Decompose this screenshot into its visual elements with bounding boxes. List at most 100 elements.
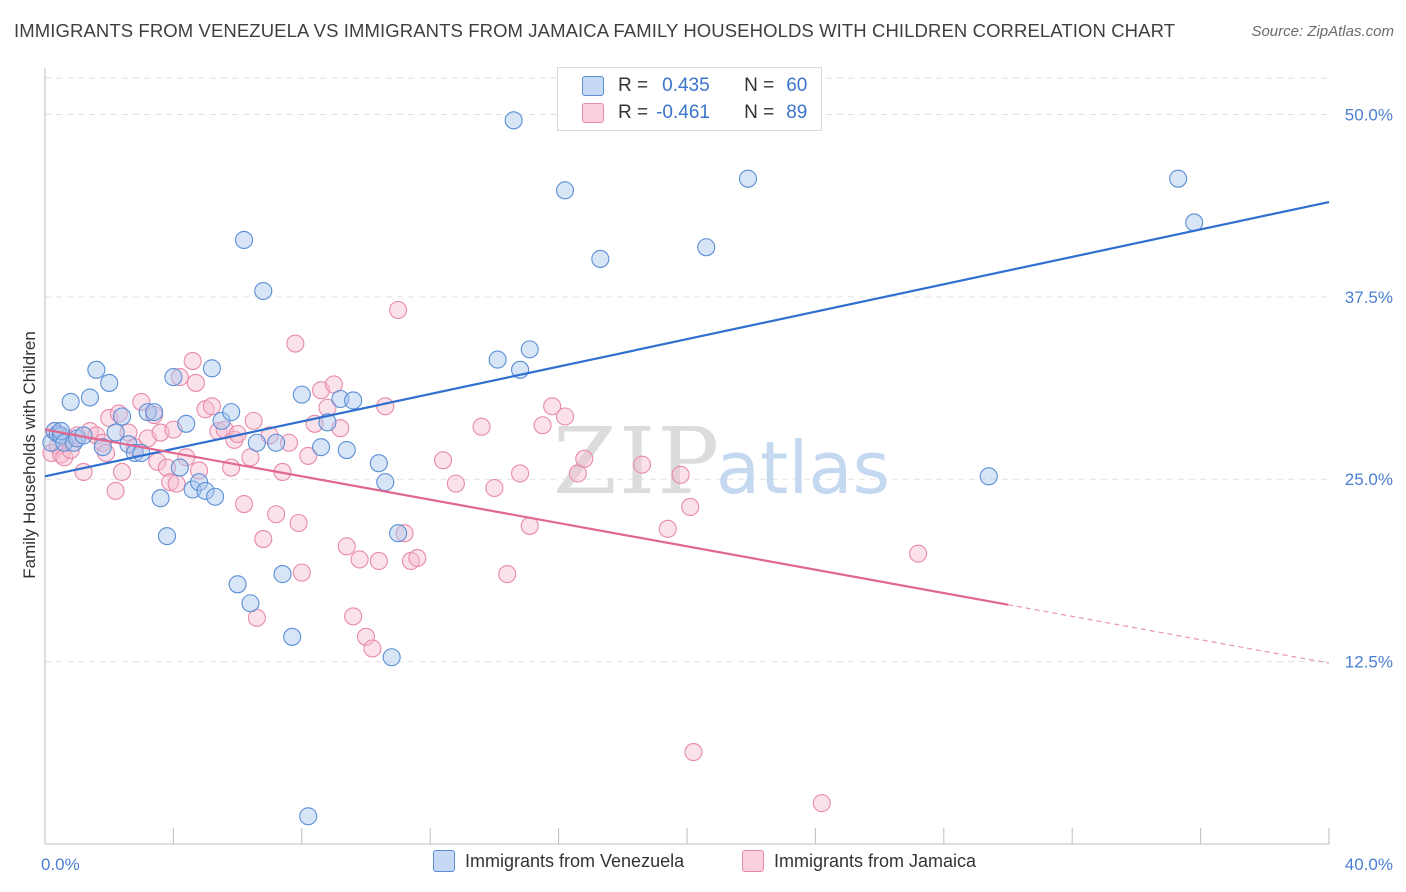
jamaica-point-58 xyxy=(338,538,355,555)
jamaica-point-42 xyxy=(245,412,262,429)
venezuela-r-value: 0.435 xyxy=(662,75,736,97)
venezuela-point-22 xyxy=(158,528,175,545)
jamaica-point-73 xyxy=(499,566,516,583)
y-tick-label-0: 12.5% xyxy=(1345,653,1393,672)
legend-item-jamaica[interactable]: Immigrants from Jamaica xyxy=(742,850,976,872)
venezuela-point-47 xyxy=(370,455,387,472)
venezuela-point-34 xyxy=(236,231,253,248)
jamaica-point-87 xyxy=(910,545,927,562)
venezuela-point-42 xyxy=(313,439,330,456)
venezuela-point-6 xyxy=(62,393,79,410)
venezuela-point-11 xyxy=(88,361,105,378)
venezuela-point-15 xyxy=(114,408,131,425)
venezuela-point-30 xyxy=(207,488,224,505)
jamaica-point-68 xyxy=(409,550,426,567)
venezuela-point-56 xyxy=(592,250,609,267)
venezuela-point-50 xyxy=(390,525,407,542)
x-tick-label-min: 0.0% xyxy=(41,855,80,874)
jamaica-point-27 xyxy=(168,475,185,492)
venezuela-point-41 xyxy=(293,386,310,403)
legend-item-venezuela[interactable]: Immigrants from Venezuela xyxy=(433,850,684,872)
y-tick-label-2: 37.5% xyxy=(1345,288,1393,307)
jamaica-point-71 xyxy=(473,418,490,435)
jamaica-point-83 xyxy=(672,466,689,483)
jamaica-r-label: R = xyxy=(618,102,648,124)
jamaica-legend-swatch xyxy=(742,850,764,872)
venezuela-n-value: 60 xyxy=(786,75,807,97)
jamaica-n-value: 89 xyxy=(786,102,807,124)
venezuela-point-25 xyxy=(178,415,195,432)
jamaica-point-70 xyxy=(447,475,464,492)
jamaica-point-86 xyxy=(813,795,830,812)
legend-row-jamaica: R = -0.461 N = 89 xyxy=(582,100,807,126)
jamaica-point-51 xyxy=(293,564,310,581)
legend-row-venezuela: R = 0.435 N = 60 xyxy=(582,73,807,99)
venezuela-point-54 xyxy=(521,341,538,358)
gridlines xyxy=(45,78,1329,662)
jamaica-point-64 xyxy=(377,398,394,415)
jamaica-point-40 xyxy=(236,496,253,513)
jamaica-point-60 xyxy=(351,551,368,568)
venezuela-point-21 xyxy=(152,490,169,507)
jamaica-point-16 xyxy=(114,463,131,480)
venezuela-point-59 xyxy=(980,468,997,485)
jamaica-point-49 xyxy=(287,335,304,352)
jamaica-trend-line-extension xyxy=(1008,605,1329,663)
jamaica-point-76 xyxy=(534,417,551,434)
venezuela-point-60 xyxy=(1170,170,1187,187)
venezuela-point-29 xyxy=(203,360,220,377)
venezuela-point-32 xyxy=(223,404,240,421)
jamaica-point-84 xyxy=(682,498,699,515)
x-tick-label-max: 40.0% xyxy=(1345,855,1393,874)
venezuela-point-13 xyxy=(101,374,118,391)
jamaica-point-74 xyxy=(512,465,529,482)
watermark-atlas: atlas xyxy=(716,426,890,510)
venezuela-legend-label: Immigrants from Venezuela xyxy=(465,851,684,872)
venezuela-point-55 xyxy=(557,182,574,199)
venezuela-point-24 xyxy=(171,459,188,476)
venezuela-r-label: R = xyxy=(618,75,648,97)
jamaica-legend-label: Immigrants from Jamaica xyxy=(774,851,976,872)
venezuela-n-label: N = xyxy=(744,75,774,97)
y-axis-title: Family Households with Children xyxy=(20,331,39,579)
venezuela-point-52 xyxy=(505,112,522,129)
jamaica-point-69 xyxy=(435,452,452,469)
venezuela-point-37 xyxy=(255,283,272,300)
jamaica-r-value: -0.461 xyxy=(656,102,736,124)
jamaica-point-80 xyxy=(576,450,593,467)
jamaica-point-63 xyxy=(370,552,387,569)
jamaica-point-75 xyxy=(521,517,538,534)
watermark: ZIP atlas xyxy=(553,408,890,515)
venezuela-point-48 xyxy=(377,474,394,491)
venezuela-point-20 xyxy=(146,404,163,421)
jamaica-point-31 xyxy=(187,374,204,391)
venezuela-point-46 xyxy=(345,392,362,409)
venezuela-point-57 xyxy=(698,239,715,256)
venezuela-point-38 xyxy=(268,434,285,451)
jamaica-swatch xyxy=(582,103,604,123)
venezuela-swatch xyxy=(582,76,604,96)
jamaica-point-78 xyxy=(557,408,574,425)
venezuela-point-62 xyxy=(300,808,317,825)
y-tick-label-3: 50.0% xyxy=(1345,105,1393,124)
jamaica-point-46 xyxy=(268,506,285,523)
venezuela-legend-swatch xyxy=(433,850,455,872)
venezuela-point-39 xyxy=(274,566,291,583)
jamaica-point-81 xyxy=(634,456,651,473)
jamaica-n-label: N = xyxy=(744,102,774,124)
venezuela-point-36 xyxy=(248,434,265,451)
venezuela-point-40 xyxy=(284,628,301,645)
y-tick-label-1: 25.0% xyxy=(1345,470,1393,489)
jamaica-point-72 xyxy=(486,479,503,496)
jamaica-point-44 xyxy=(255,531,272,548)
jamaica-point-34 xyxy=(203,398,220,415)
jamaica-point-14 xyxy=(107,482,124,499)
venezuela-point-35 xyxy=(242,595,259,612)
venezuela-point-45 xyxy=(338,442,355,459)
jamaica-point-50 xyxy=(290,515,307,532)
jamaica-point-62 xyxy=(364,640,381,657)
jamaica-point-82 xyxy=(659,520,676,537)
jamaica-point-65 xyxy=(390,301,407,318)
venezuela-point-33 xyxy=(229,576,246,593)
venezuela-point-23 xyxy=(165,369,182,386)
